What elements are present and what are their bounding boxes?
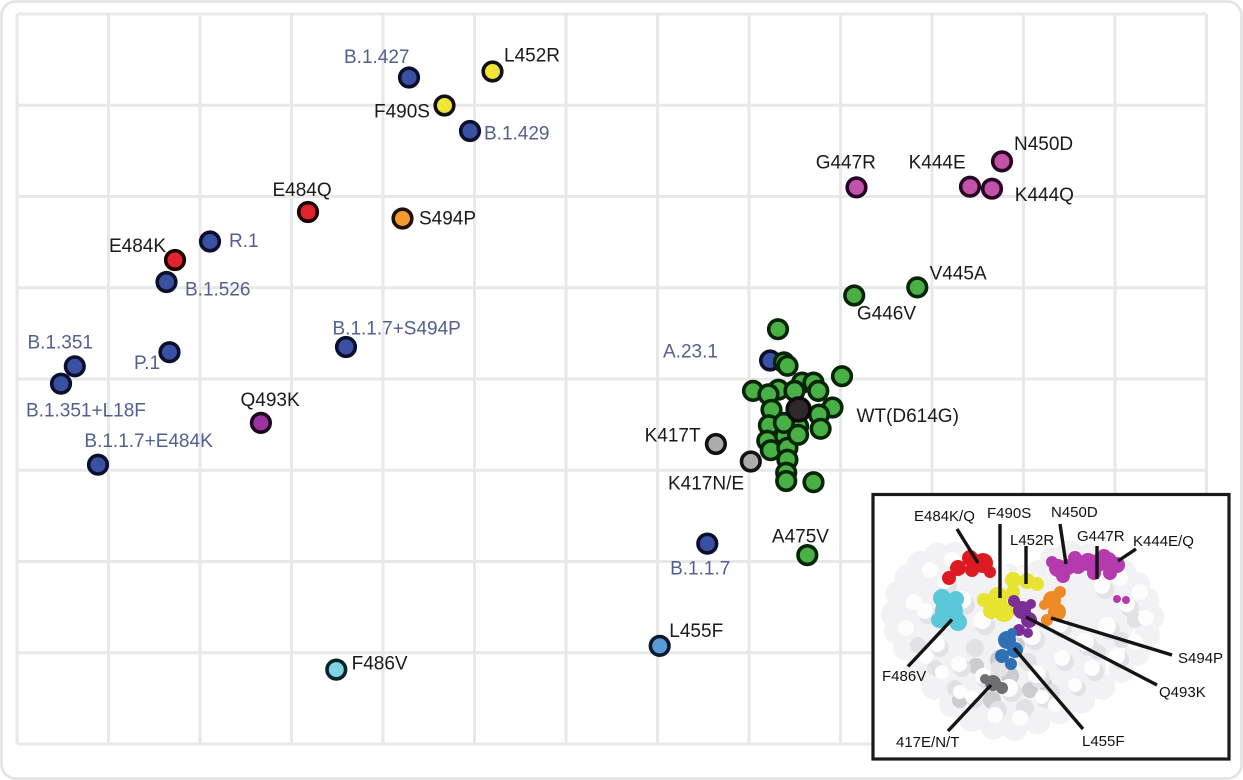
svg-text:S494P: S494P bbox=[419, 209, 476, 230]
svg-text:L455F: L455F bbox=[669, 621, 723, 642]
svg-text:Q493K: Q493K bbox=[1159, 684, 1206, 701]
svg-text:E484Q: E484Q bbox=[273, 180, 332, 201]
svg-text:B.1.1.7+S494P: B.1.1.7+S494P bbox=[333, 319, 461, 340]
svg-text:G447R: G447R bbox=[1077, 528, 1125, 545]
svg-text:B.1.1.7+E484K: B.1.1.7+E484K bbox=[84, 431, 213, 452]
svg-text:E484K: E484K bbox=[109, 236, 166, 257]
svg-text:P.1: P.1 bbox=[134, 353, 160, 374]
svg-text:E484K/Q: E484K/Q bbox=[914, 508, 975, 525]
svg-text:L452R: L452R bbox=[504, 46, 560, 67]
svg-text:WT(D614G): WT(D614G) bbox=[857, 406, 959, 427]
svg-text:A.23.1: A.23.1 bbox=[663, 342, 718, 363]
svg-text:F490S: F490S bbox=[987, 505, 1031, 522]
svg-text:F490S: F490S bbox=[374, 102, 430, 123]
svg-text:V445A: V445A bbox=[930, 264, 987, 285]
svg-text:B.1.427: B.1.427 bbox=[344, 47, 410, 68]
svg-text:N450D: N450D bbox=[1051, 504, 1098, 521]
svg-text:F486V: F486V bbox=[882, 668, 926, 685]
svg-text:K444Q: K444Q bbox=[1015, 185, 1074, 206]
svg-text:B.1.351+L18F: B.1.351+L18F bbox=[26, 401, 146, 422]
svg-text:B.1.526: B.1.526 bbox=[185, 280, 251, 301]
svg-text:B.1.1.7: B.1.1.7 bbox=[670, 559, 730, 580]
svg-text:F486V: F486V bbox=[352, 654, 408, 675]
svg-text:S494P: S494P bbox=[1178, 650, 1223, 667]
svg-text:L452R: L452R bbox=[1010, 532, 1054, 549]
svg-text:N450D: N450D bbox=[1014, 134, 1073, 155]
svg-text:L455F: L455F bbox=[1082, 733, 1125, 750]
svg-text:K417N/E: K417N/E bbox=[668, 474, 744, 495]
svg-text:G446V: G446V bbox=[857, 304, 916, 325]
svg-text:A475V: A475V bbox=[772, 527, 829, 548]
svg-text:R.1: R.1 bbox=[229, 231, 259, 252]
svg-text:K444E: K444E bbox=[909, 153, 966, 174]
svg-text:Q493K: Q493K bbox=[241, 390, 300, 411]
svg-text:K417T: K417T bbox=[645, 426, 701, 447]
svg-text:B.1.351: B.1.351 bbox=[28, 333, 94, 354]
svg-text:G447R: G447R bbox=[816, 153, 876, 174]
svg-text:K444E/Q: K444E/Q bbox=[1133, 533, 1194, 550]
svg-text:417E/N/T: 417E/N/T bbox=[896, 734, 959, 751]
svg-text:B.1.429: B.1.429 bbox=[484, 124, 550, 145]
